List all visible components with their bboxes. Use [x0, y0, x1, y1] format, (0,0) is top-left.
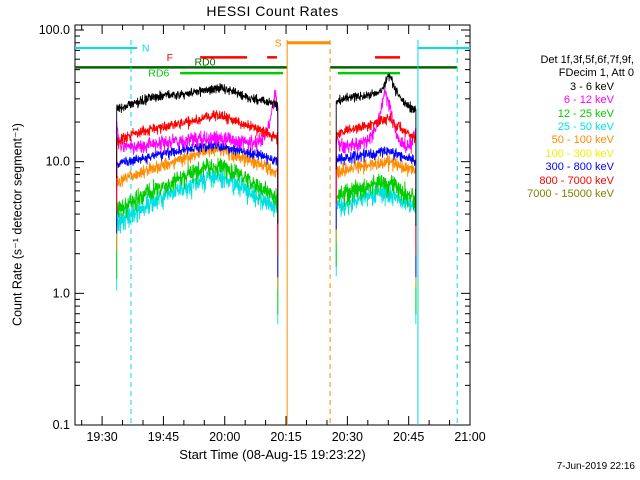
legend-entry: 800 - 7000 keV: [539, 174, 614, 187]
legend-entry: 7000 - 15000 keV: [527, 188, 614, 201]
y-tick-label: 10.0: [46, 155, 70, 169]
series-3-6keV: [335, 72, 417, 226]
series-12-25keV: [116, 157, 279, 315]
flag-label-decim-rd0: RD0: [194, 57, 215, 69]
legend-detector-list: Det 1f,3f,5f,6f,7f,9f,: [540, 54, 634, 66]
x-tick-label: 20:15: [270, 430, 301, 444]
x-tick-label: 19:30: [86, 430, 117, 444]
series-12-25keV: [335, 173, 417, 315]
flag-label-saa: S: [275, 37, 282, 49]
series-800-7000keV: [335, 113, 417, 256]
legend: Det 1f,3f,5f,6f,7f,9f, FDecim 1, Att 0 3…: [476, 54, 636, 201]
chart-title: HESSI Count Rates: [206, 3, 339, 19]
flag-label-flare: F: [167, 52, 173, 64]
legend-entry: 12 - 25 keV: [557, 107, 614, 120]
legend-entry: 25 - 50 keV: [557, 121, 614, 134]
legend-decim-att: FDecim 1, Att 0: [558, 67, 634, 80]
series-3-6keV: [116, 82, 279, 224]
series-25-50keV: [335, 183, 417, 324]
x-tick-label: 21:00: [454, 430, 485, 444]
series-6-12keV: [335, 88, 417, 245]
y-tick-label: 1.0: [53, 286, 70, 300]
y-axis-label: Count Rate (s⁻¹ detector segment⁻¹): [10, 123, 25, 326]
series-300-800keV: [116, 139, 279, 278]
axis-box: [74, 24, 471, 426]
flag-label-decim-rd6: RD6: [148, 68, 169, 80]
x-tick-label: 20:45: [393, 430, 424, 444]
series-50-100keV: [116, 141, 279, 290]
legend-entry: 100 - 300 keV: [545, 147, 615, 160]
x-axis-label: Start Time (08-Aug-15 19:23:22): [179, 447, 366, 462]
series-25-50keV: [116, 165, 279, 324]
x-tick-label: 19:45: [148, 430, 179, 444]
y-tick-label: 0.1: [53, 418, 70, 432]
legend-entry: 50 - 100 keV: [551, 134, 614, 147]
x-tick-label: 20:00: [209, 430, 240, 444]
x-tick-label: 20:30: [332, 430, 363, 444]
y-tick-label: 100.0: [39, 23, 70, 37]
series-800-7000keV: [116, 110, 279, 256]
creation-timestamp: 7-Jun-2019 22:16: [556, 461, 635, 472]
legend-entry: 300 - 800 keV: [545, 161, 615, 174]
series-50-100keV: [335, 154, 417, 287]
legend-entry: 6 - 12 keV: [563, 94, 614, 107]
series-6-12keV: [116, 89, 279, 234]
legend-entry: 3 - 6 keV: [569, 80, 614, 93]
series-300-800keV: [335, 146, 417, 278]
legend-entries: 3 - 6 keV 6 - 12 keV 12 - 25 keV 25 - 50 ke…: [476, 81, 636, 202]
flag-label-night: N: [142, 42, 150, 54]
